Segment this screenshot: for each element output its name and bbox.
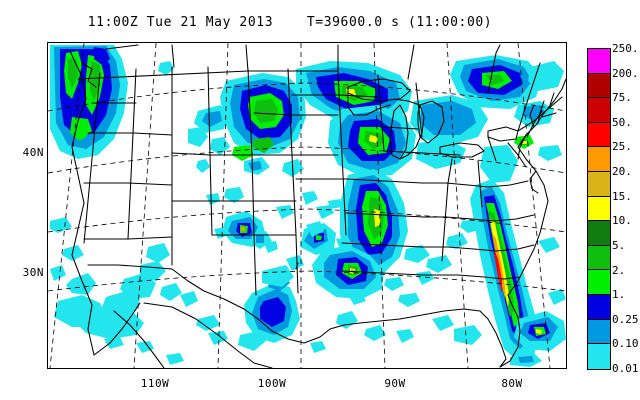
precip-region-appalachian-band — [214, 169, 408, 299]
colorbar-band-2 — [588, 98, 610, 123]
colorbar — [587, 48, 611, 370]
colorbar-band-11 — [588, 319, 610, 345]
colorbar-tick-label: 0.01 — [612, 362, 639, 375]
precip-region-northeast — [450, 55, 564, 161]
colorbar-band-3 — [588, 122, 610, 148]
colorbar-tick-label: 0.10 — [612, 337, 639, 351]
colorbar-tick-label: 200. — [612, 66, 639, 80]
colorbar-band-5 — [588, 172, 610, 197]
colorbar-band-6 — [588, 196, 610, 222]
map-gridlines — [48, 43, 566, 368]
colorbar-tick-label: 2. — [612, 263, 626, 277]
precip-region-pacific-northwest — [50, 45, 128, 159]
colorbar-tick-label: 250. — [612, 42, 639, 55]
colorbar-tick-label: 10. — [612, 214, 632, 228]
colorbar-band-0 — [588, 49, 610, 74]
colorbar-band-12 — [588, 344, 610, 369]
colorbar-tick-label: 75. — [612, 91, 632, 105]
precip-region-upper-midwest — [296, 61, 488, 177]
y-axis-tick-40n: 40N — [22, 146, 44, 159]
x-axis-tick-100w: 100W — [257, 377, 287, 390]
map-canvas — [48, 43, 566, 368]
colorbar-tick-label: 0.25 — [612, 312, 639, 326]
precip-region-northwest-interior — [158, 61, 244, 205]
colorbar-band-1 — [588, 73, 610, 99]
map-frame — [47, 42, 567, 369]
colorbar-tick-label: 20. — [612, 165, 632, 179]
x-axis-tick-110w: 110W — [140, 377, 170, 390]
colorbar-tick-label: 50. — [612, 115, 632, 129]
x-axis-tick-80w: 80W — [501, 377, 523, 390]
colorbar-tick-label: 25. — [612, 140, 632, 154]
precip-region-central-plains-cells — [276, 159, 366, 305]
colorbar-band-4 — [588, 147, 610, 173]
figure-title: 11:00Z Tue 21 May 2013 T=39600.0 s (11:0… — [87, 15, 493, 30]
x-axis-tick-90w: 90W — [384, 377, 406, 390]
precipitation-field — [50, 45, 566, 367]
precip-region-central-texas — [238, 255, 304, 351]
colorbar-tick-label: 15. — [612, 189, 632, 203]
colorbar-band-7 — [588, 221, 610, 246]
y-axis-tick-30n: 30N — [22, 266, 44, 279]
colorbar-band-8 — [588, 245, 610, 271]
colorbar-tick-label: 1. — [612, 288, 626, 302]
colorbar-band-9 — [588, 270, 610, 296]
colorbar-band-10 — [588, 295, 610, 320]
precip-region-gulf-coast — [310, 311, 454, 353]
colorbar-labels: 250. 200. 75. 50. 25. 20. 15. 10. 5. 2. 1. 0.25 0.10… — [612, 40, 640, 380]
colorbar-tick-label: 5. — [612, 238, 626, 252]
map-boundaries — [69, 44, 566, 368]
precip-region-desert-southwest — [50, 217, 228, 365]
precip-region-florida — [454, 145, 566, 367]
map-panel — [47, 42, 567, 369]
